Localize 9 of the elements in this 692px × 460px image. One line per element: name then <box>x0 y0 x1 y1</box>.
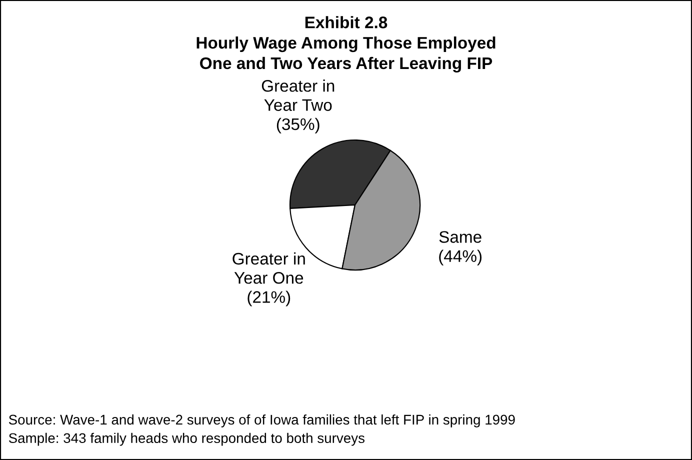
slice-label: Greater in Year Two <box>262 80 334 111</box>
slice-label: Same <box>439 231 482 243</box>
source-note: Source: Wave-1 and wave-2 surveys of of Iowa families that left FIP in spring 1999 <box>8 414 515 428</box>
slice-label: Greater in Year One <box>232 252 305 284</box>
text: Sample: 343 family heads who responded to both surveys <box>8 432 364 446</box>
data-label: (35%) <box>276 118 320 134</box>
data-label: (21%) <box>248 290 290 306</box>
data-label: (44%) <box>439 250 482 266</box>
chart-title: Exhibit 2.8 Hourly Wage Among Those Employed One and Two Years After Leaving FIP <box>196 16 496 73</box>
